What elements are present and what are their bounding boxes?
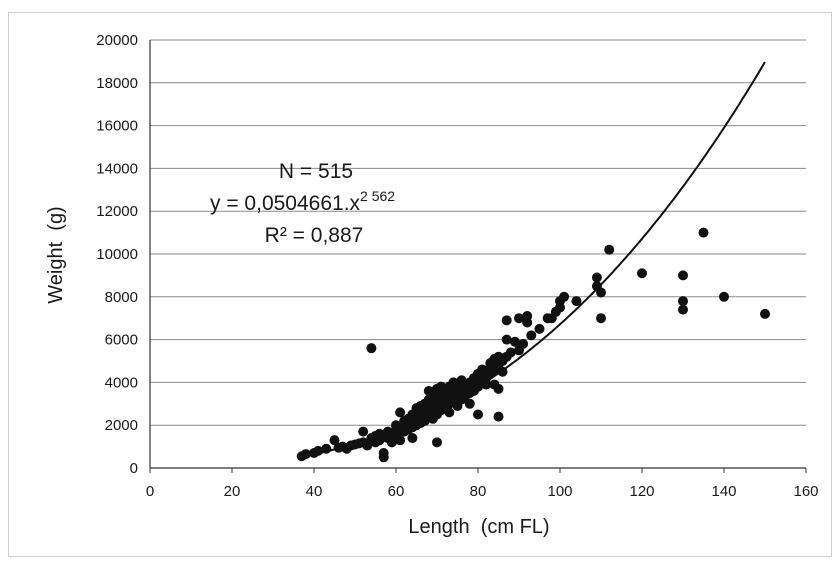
y-tick-label: 6000 bbox=[105, 332, 138, 349]
y-tick-label: 8000 bbox=[105, 289, 138, 306]
data-point bbox=[596, 313, 606, 324]
x-tick-label: 60 bbox=[388, 483, 405, 500]
x-tick-label: 160 bbox=[793, 483, 818, 500]
data-point bbox=[719, 291, 729, 302]
y-tick-label: 12000 bbox=[96, 203, 138, 220]
equation-exponent: 2 562 bbox=[360, 188, 395, 204]
data-point bbox=[678, 304, 688, 315]
y-tick-label: 10000 bbox=[96, 246, 138, 263]
data-point bbox=[559, 291, 570, 302]
data-point bbox=[473, 409, 483, 420]
data-point bbox=[395, 435, 406, 446]
data-point bbox=[522, 311, 533, 322]
y-axis-title: Weight (g) bbox=[45, 206, 67, 303]
data-point bbox=[604, 244, 615, 255]
data-point bbox=[493, 383, 504, 394]
y-tick-label: 2000 bbox=[105, 417, 138, 434]
data-point bbox=[591, 272, 602, 283]
data-point bbox=[501, 315, 512, 326]
data-point bbox=[526, 330, 537, 341]
equation-base: y = 0,0504661.x bbox=[210, 192, 361, 215]
r2-annotation: R² = 0,887 bbox=[265, 224, 364, 247]
data-point bbox=[571, 296, 582, 307]
y-tick-labels: 0 2000 4000 6000 8000 10000 12000 14000 16000 180… bbox=[96, 32, 138, 477]
axes bbox=[149, 40, 807, 473]
y-tick-label: 14000 bbox=[96, 160, 138, 177]
data-point bbox=[509, 336, 520, 347]
x-tick-label: 120 bbox=[629, 483, 654, 500]
y-tick-label: 0 bbox=[130, 460, 138, 477]
data-point bbox=[637, 268, 647, 279]
data-point bbox=[395, 407, 406, 418]
data-point bbox=[358, 426, 369, 437]
data-point bbox=[534, 323, 545, 334]
x-tick-label: 140 bbox=[711, 483, 736, 500]
data-point bbox=[678, 296, 688, 307]
y-tick-label: 16000 bbox=[96, 118, 138, 135]
data-point bbox=[444, 407, 455, 418]
data-point bbox=[366, 343, 377, 354]
data-point bbox=[407, 433, 418, 444]
equation-annotation: y = 0,0504661.x2 562 bbox=[210, 188, 395, 215]
data-point bbox=[514, 313, 524, 324]
n-annotation: N = 515 bbox=[279, 160, 353, 183]
data-point bbox=[505, 347, 516, 358]
x-axis-title: Length (cm FL) bbox=[408, 516, 549, 538]
data-point bbox=[518, 338, 529, 349]
data-points bbox=[296, 227, 770, 463]
data-point bbox=[432, 437, 442, 448]
x-tick-label: 0 bbox=[146, 483, 154, 500]
data-point bbox=[698, 227, 709, 238]
data-point bbox=[760, 308, 770, 319]
y-tick-label: 18000 bbox=[96, 75, 138, 92]
x-tick-label: 40 bbox=[306, 483, 323, 500]
data-point bbox=[362, 440, 373, 451]
data-point bbox=[329, 435, 340, 446]
data-point bbox=[493, 411, 504, 422]
data-point bbox=[501, 334, 512, 345]
power-fit-curve bbox=[301, 61, 766, 458]
x-tick-labels: 0 20 40 60 80 100 120 140 160 bbox=[146, 483, 819, 500]
data-point bbox=[596, 287, 606, 298]
x-tick-label: 20 bbox=[224, 483, 241, 500]
data-point bbox=[678, 270, 688, 281]
data-point bbox=[464, 398, 475, 409]
chart-frame bbox=[8, 12, 832, 557]
x-tick-label: 100 bbox=[547, 483, 572, 500]
y-tick-label: 20000 bbox=[96, 32, 138, 49]
data-point bbox=[378, 452, 389, 463]
x-tick-label: 80 bbox=[470, 483, 487, 500]
y-tick-label: 4000 bbox=[105, 374, 138, 391]
